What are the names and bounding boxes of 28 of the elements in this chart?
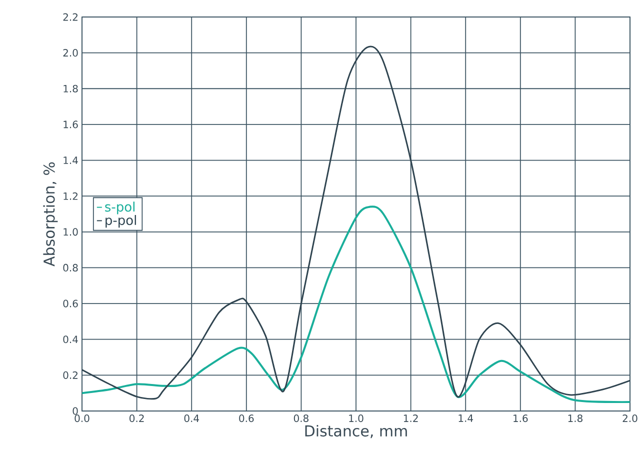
x-tick-label: 1.4 <box>458 414 473 422</box>
y-tick-label: 2.2 <box>63 13 78 21</box>
x-tick-label: 0.4 <box>184 414 199 422</box>
x-axis-title: Distance, mm <box>305 424 407 438</box>
x-tick-label: 0.2 <box>130 414 144 422</box>
x-tick-label: 1.6 <box>514 414 528 422</box>
x-tick-label: 2.0 <box>622 414 638 422</box>
line-series <box>82 46 630 400</box>
y-tick-label: 1.6 <box>64 120 78 128</box>
y-tick-label: 0.4 <box>63 336 78 344</box>
y-tick-label: 2.0 <box>63 49 78 57</box>
x-tick-label: 1.8 <box>568 414 582 422</box>
x-tick-label: 1.2 <box>404 414 418 422</box>
y-tick-label: 1.4 <box>64 156 78 164</box>
x-tick-label: 0.0 <box>74 414 90 422</box>
legend-label: p-pol <box>106 214 136 228</box>
y-tick-label: 1.8 <box>64 84 78 92</box>
y-axis-title: Absorption, % <box>43 162 58 266</box>
y-tick-label: 0 <box>72 407 78 415</box>
y-tick-label: 0.6 <box>63 300 78 308</box>
y-tick-label: 1.0 <box>64 228 78 236</box>
y-tick-label: 1.2 <box>64 192 78 200</box>
y-tick-label: 0.2 <box>63 371 78 379</box>
x-tick-label: 1.0 <box>349 414 364 422</box>
x-tick-label: 0.6 <box>239 414 254 422</box>
y-tick-label: 0.8 <box>63 264 78 272</box>
legend-label: s-pol <box>105 202 134 214</box>
x-tick-label: 0.8 <box>294 414 308 422</box>
